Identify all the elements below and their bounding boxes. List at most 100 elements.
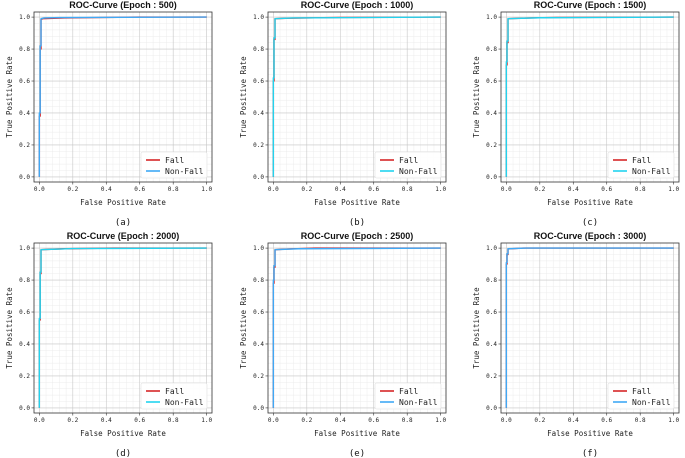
y-tick-label: 1.0 [19,14,30,21]
x-tick-label: 0.4 [335,186,346,193]
axes-frame [267,11,447,183]
y-tick-label: 1.0 [253,245,264,252]
y-tick-label: 1.0 [19,245,30,252]
x-tick-label: 0.6 [368,417,379,424]
roc-panel: ROC-Curve (Epoch : 1000) 0.0 0.2 0.4 0.6 0.8 1… [239,0,446,228]
series-line-non-fall [505,16,674,177]
legend: Fall Non-Fall [607,382,675,410]
y-tick-label: 0.2 [253,373,264,380]
legend: Fall Non-Fall [374,382,442,410]
y-tick-label: 0.0 [253,405,264,412]
series-line-non-fall [272,247,441,408]
y-tick-label: 0.6 [486,78,497,85]
y-tick-label: 0.4 [253,341,264,348]
y-tick-label: 0.2 [19,373,30,380]
axes-frame [267,242,447,414]
panel-caption: (e) [349,449,365,458]
y-tick-label: 0.8 [19,277,30,284]
x-tick-label: 0.8 [402,186,413,193]
y-tick-label: 1.0 [486,14,497,21]
x-axis-label: False Positive Rate [547,198,633,207]
roc-panel: ROC-Curve (Epoch : 2500) 0.0 0.2 0.4 0.6 0.8 1… [239,231,446,458]
series-line-non-fall [272,16,441,177]
legend-label: Non-Fall [632,167,671,176]
y-axis-label: True Positive Rate [239,56,248,138]
x-tick-label: 0.4 [568,186,579,193]
legend-label: Fall [632,156,651,165]
y-axis-label: True Positive Rate [5,56,14,138]
y-axis-label: True Positive Rate [5,287,14,369]
chart-title: ROC-Curve (Epoch : 2000) [67,231,180,241]
x-axis-label: False Positive Rate [80,198,166,207]
roc-panel: ROC-Curve (Epoch : 3000) 0.0 0.2 0.4 0.6 0.8 1… [472,231,679,458]
x-tick-label: 0.4 [101,186,112,193]
x-tick-label: 0.6 [601,417,612,424]
roc-panel: ROC-Curve (Epoch : 2000) 0.0 0.2 0.4 0.6 0.8 1… [5,231,212,458]
x-axis-label: False Positive Rate [314,198,400,207]
y-tick-label: 1.0 [253,14,264,21]
y-tick-label: 0.8 [253,46,264,53]
y-tick-label: 1.0 [486,245,497,252]
x-tick-label: 0.2 [534,417,545,424]
x-tick-label: 0.0 [268,417,279,424]
x-tick-label: 0.4 [101,417,112,424]
chart-title: ROC-Curve (Epoch : 1000) [301,0,414,10]
legend-label: Fall [399,387,418,396]
legend: Fall Non-Fall [140,151,208,179]
x-tick-label: 1.0 [201,417,212,424]
y-tick-label: 0.6 [486,309,497,316]
y-tick-label: 0.0 [486,174,497,181]
x-tick-label: 0.2 [301,417,312,424]
legend-label: Fall [399,156,418,165]
axes-frame [33,242,213,414]
panel-caption: (d) [115,449,131,458]
series-line-non-fall [38,16,207,177]
panel-caption: (c) [582,218,598,228]
x-tick-label: 0.8 [635,417,646,424]
x-axis-label: False Positive Rate [547,429,633,438]
series-line-non-fall [38,247,207,408]
legend: Fall Non-Fall [374,151,442,179]
y-tick-label: 0.2 [486,142,497,149]
x-tick-label: 0.6 [368,186,379,193]
x-tick-label: 0.4 [335,417,346,424]
y-tick-label: 0.4 [253,110,264,117]
axes-frame [33,11,213,183]
x-tick-label: 1.0 [435,417,446,424]
roc-panel: ROC-Curve (Epoch : 1500) 0.0 0.2 0.4 0.6 0.8 1… [472,0,679,228]
y-tick-label: 0.6 [19,309,30,316]
x-tick-label: 0.0 [501,417,512,424]
roc-panel: ROC-Curve (Epoch : 500) 0.0 0.2 0.4 0.6 0.8 1.… [5,0,212,228]
x-tick-label: 0.0 [268,186,279,193]
x-tick-label: 0.2 [67,417,78,424]
x-axis-label: False Positive Rate [314,429,400,438]
legend-label: Fall [632,387,651,396]
legend-label: Non-Fall [632,398,671,407]
x-tick-label: 0.0 [34,417,45,424]
x-tick-label: 0.8 [168,417,179,424]
y-tick-label: 0.4 [19,110,30,117]
legend-label: Non-Fall [399,398,438,407]
y-tick-label: 0.4 [486,110,497,117]
y-tick-label: 0.0 [19,405,30,412]
x-tick-label: 1.0 [435,186,446,193]
x-tick-label: 0.6 [134,186,145,193]
y-tick-label: 0.0 [253,174,264,181]
chart-title: ROC-Curve (Epoch : 3000) [534,231,647,241]
y-axis-label: True Positive Rate [472,56,481,138]
x-tick-label: 0.8 [635,186,646,193]
x-tick-label: 0.4 [568,417,579,424]
axes-frame [500,11,680,183]
y-axis-label: True Positive Rate [239,287,248,369]
panel-caption: (f) [582,449,598,458]
y-tick-label: 0.8 [19,46,30,53]
chart-title: ROC-Curve (Epoch : 2500) [301,231,414,241]
x-tick-label: 0.6 [601,186,612,193]
panel-caption: (b) [349,218,365,228]
legend-label: Fall [165,387,184,396]
legend: Fall Non-Fall [140,382,208,410]
y-tick-label: 0.2 [19,142,30,149]
legend-label: Non-Fall [165,167,204,176]
x-tick-label: 0.0 [34,186,45,193]
